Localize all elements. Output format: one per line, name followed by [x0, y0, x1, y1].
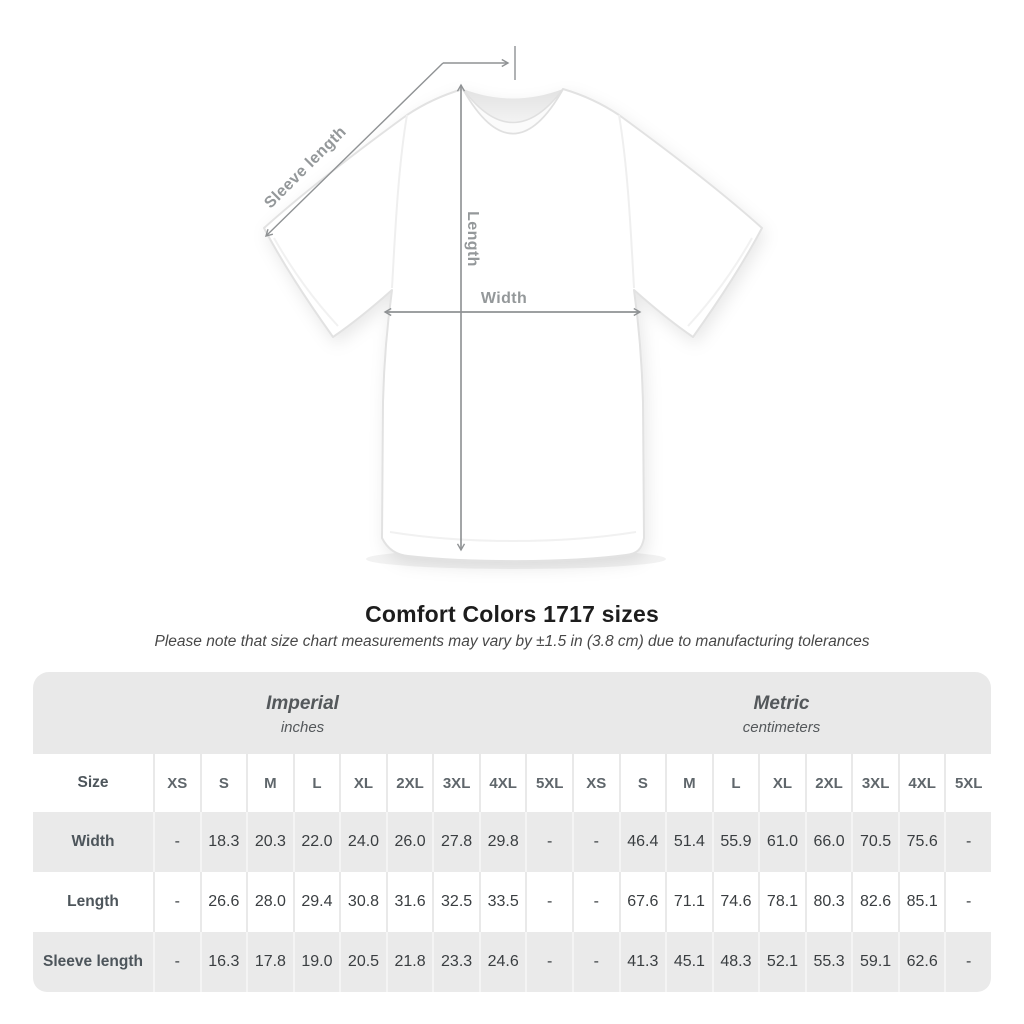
measurement-value: 67.6 [618, 872, 666, 932]
measurement-value: 55.9 [711, 812, 759, 872]
measurement-value: 32.5 [432, 872, 479, 932]
size-header-imperial-2xl: 2XL [385, 754, 433, 812]
size-header-imperial-4xl: 4XL [478, 754, 526, 812]
measurement-value: 80.3 [804, 872, 852, 932]
measurement-value: - [525, 812, 572, 872]
size-header-metric-l: L [711, 754, 759, 812]
measurement-value: 41.3 [618, 932, 666, 992]
size-table-grid: Size XS S M L XL 2XL 3XL 4XL 5XL XS S M L XL 2XL 3XL 4XL 5… [33, 754, 991, 992]
size-header-metric-3xl: 3XL [851, 754, 898, 812]
measurement-value: 75.6 [897, 812, 945, 872]
measurement-lines [264, 46, 642, 552]
size-header-imperial-l: L [292, 754, 340, 812]
measurement-value: 28.0 [246, 872, 293, 932]
page-title: Comfort Colors 1717 sizes [365, 601, 659, 627]
measurement-value: 26.6 [199, 872, 247, 932]
measurement-value: - [153, 932, 200, 992]
measurement-value: 24.0 [339, 812, 386, 872]
measurement-row-width: Width -18.3 20.3 22.0 24.0 26.0 27.8 29.8- -46.4… [33, 812, 991, 872]
size-table: Imperial inches Metric centimeters Size X… [33, 672, 991, 992]
size-header-metric-2xl: 2XL [804, 754, 852, 812]
measurement-value: - [572, 872, 619, 932]
measurement-value: 48.3 [711, 932, 759, 992]
measurement-label: Length [67, 893, 119, 910]
imperial-group-name: Imperial [266, 692, 339, 714]
size-header-imperial-3xl: 3XL [432, 754, 479, 812]
measurement-value: 52.1 [758, 932, 805, 992]
imperial-group-header: Imperial inches [33, 672, 572, 754]
measurement-value: 23.3 [432, 932, 479, 992]
size-header-metric-m: M [665, 754, 712, 812]
measurement-value: 55.3 [804, 932, 852, 992]
width-label: Width [480, 290, 528, 307]
measurement-value: 70.5 [851, 812, 898, 872]
sleeve-length-arrow [264, 62, 444, 237]
measurement-value: 78.1 [758, 872, 805, 932]
imperial-group-unit: inches [280, 718, 325, 736]
unit-group-header: Imperial inches Metric centimeters [33, 672, 991, 754]
measurement-value: 29.8 [478, 812, 526, 872]
measurement-value: 20.5 [339, 932, 386, 992]
tshirt-graphic [263, 46, 763, 569]
measurement-value: 85.1 [897, 872, 945, 932]
size-header-imperial-m: M [246, 754, 293, 812]
measurement-value: 51.4 [665, 812, 712, 872]
measurement-value: 22.0 [292, 812, 340, 872]
measurement-value: 66.0 [804, 812, 852, 872]
measurement-value: 61.0 [758, 812, 805, 872]
measurement-value: 31.6 [385, 872, 433, 932]
tshirt-body [263, 88, 763, 563]
size-header-metric-4xl: 4XL [897, 754, 945, 812]
metric-group-header: Metric centimeters [572, 672, 991, 754]
measurement-value: 21.8 [385, 932, 433, 992]
measurement-value: 27.8 [432, 812, 479, 872]
measurement-value: 18.3 [199, 812, 247, 872]
measurement-value: - [525, 932, 572, 992]
tshirt-measurement-diagram: Sleeve length Length Width [261, 46, 763, 569]
measurement-value: 30.8 [339, 872, 386, 932]
measurement-value: 17.8 [246, 932, 293, 992]
size-header-imperial-5xl: 5XL [525, 754, 572, 812]
size-header-row: Size XS S M L XL 2XL 3XL 4XL 5XL XS S M L XL 2XL 3XL 4XL 5… [33, 754, 991, 812]
measurement-value: - [944, 932, 991, 992]
measurement-value: 62.6 [897, 932, 945, 992]
measurement-value: - [944, 872, 991, 932]
measurement-value: - [944, 812, 991, 872]
measurement-value: - [572, 932, 619, 992]
size-header-imperial-xs: XS [153, 754, 200, 812]
measurement-value: 19.0 [292, 932, 340, 992]
measurement-value: 16.3 [199, 932, 247, 992]
size-header-imperial-s: S [199, 754, 247, 812]
measurement-value: 26.0 [385, 812, 433, 872]
measurement-value: 74.6 [711, 872, 759, 932]
length-label: Length [464, 211, 481, 267]
size-header-metric-xs: XS [572, 754, 619, 812]
measurement-value: 71.1 [665, 872, 712, 932]
measurement-value: 33.5 [478, 872, 526, 932]
measurement-value: 82.6 [851, 872, 898, 932]
measurement-value: - [153, 872, 200, 932]
measurement-value: 45.1 [665, 932, 712, 992]
measurement-value: - [525, 872, 572, 932]
measurement-value: 24.6 [478, 932, 526, 992]
metric-group-name: Metric [753, 692, 810, 714]
size-column-header: Size [77, 774, 109, 791]
tolerance-note: Please note that size chart measurements… [154, 633, 870, 650]
size-header-metric-s: S [618, 754, 666, 812]
metric-group-unit: centimeters [742, 718, 821, 736]
measurement-label: Width [71, 833, 115, 850]
measurement-value: - [572, 812, 619, 872]
measurement-row-sleeve-length: Sleeve length -16.3 17.8 19.0 20.5 21.8 23.3 24… [33, 932, 991, 992]
measurement-value: 29.4 [292, 872, 340, 932]
measurement-value: 46.4 [618, 812, 666, 872]
measurement-value: - [153, 812, 200, 872]
measurement-value: 59.1 [851, 932, 898, 992]
size-header-imperial-xl: XL [339, 754, 386, 812]
size-header-metric-5xl: 5XL [944, 754, 991, 812]
measurement-value: 20.3 [246, 812, 293, 872]
measurement-label: Sleeve length [43, 953, 143, 970]
size-header-metric-xl: XL [758, 754, 805, 812]
measurement-row-length: Length -26.6 28.0 29.4 30.8 31.6 32.5 33.5- -67.… [33, 872, 991, 932]
